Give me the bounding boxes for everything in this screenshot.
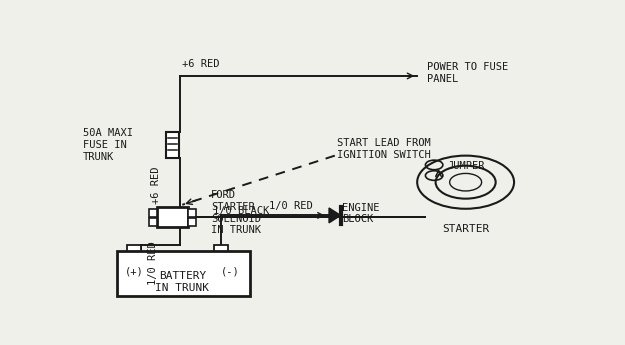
Bar [188, 209, 196, 217]
Bar [214, 245, 228, 251]
Text: ENGINE
BLOCK: ENGINE BLOCK [342, 203, 379, 224]
Text: 1/0 RED: 1/0 RED [148, 241, 158, 285]
Text: 1/0 RED: 1/0 RED [269, 201, 313, 211]
Bar [157, 207, 188, 227]
Bar [149, 209, 157, 217]
Text: FORD
STARTER
SOLENOID
IN TRUNK: FORD STARTER SOLENOID IN TRUNK [211, 190, 261, 235]
Text: STARTER: STARTER [442, 224, 489, 234]
Text: 1/0 BLACK: 1/0 BLACK [213, 206, 269, 216]
Text: 50A MAXI
FUSE IN
TRUNK: 50A MAXI FUSE IN TRUNK [83, 128, 133, 161]
Bar [188, 218, 196, 226]
Polygon shape [329, 208, 341, 223]
Text: +6 RED: +6 RED [151, 166, 161, 204]
Bar [166, 132, 179, 158]
Text: +6 RED: +6 RED [182, 59, 220, 69]
Text: BATTERY
IN TRUNK: BATTERY IN TRUNK [155, 271, 209, 293]
Bar [149, 218, 157, 226]
Text: POWER TO FUSE
PANEL: POWER TO FUSE PANEL [427, 62, 508, 84]
Text: (+): (+) [124, 266, 143, 276]
Bar [127, 245, 141, 251]
Bar [117, 251, 250, 296]
Text: START LEAD FROM
IGNITION SWITCH: START LEAD FROM IGNITION SWITCH [338, 138, 431, 160]
Text: (-): (-) [221, 266, 240, 276]
Text: JUMPER: JUMPER [448, 161, 485, 171]
